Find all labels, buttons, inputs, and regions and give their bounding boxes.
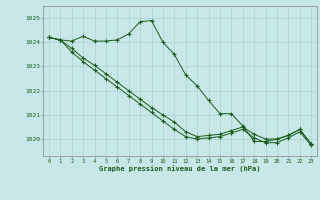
X-axis label: Graphe pression niveau de la mer (hPa): Graphe pression niveau de la mer (hPa) (99, 165, 261, 172)
